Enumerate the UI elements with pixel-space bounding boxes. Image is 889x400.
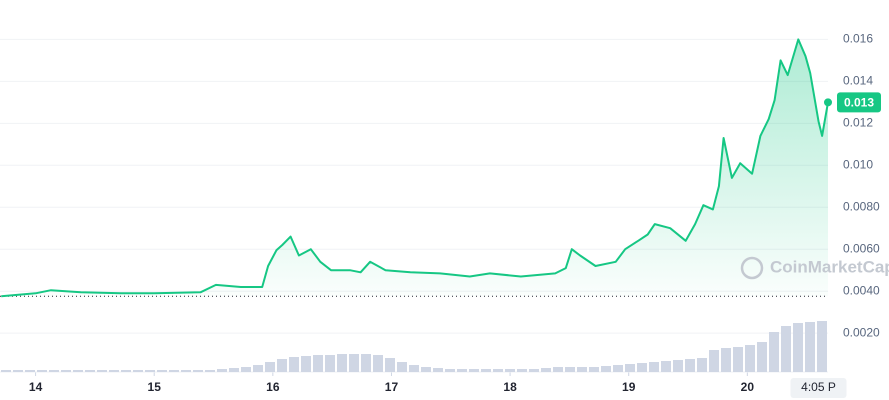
volume-bar: [613, 365, 623, 372]
volume-bar: [625, 364, 635, 372]
volume-bar: [577, 367, 587, 372]
volume-bar: [769, 332, 779, 372]
volume-bar: [169, 370, 179, 372]
volume-bar: [205, 370, 215, 372]
x-tick-label: 14: [29, 380, 43, 394]
x-tick-label: 15: [148, 380, 162, 394]
volume-bar: [805, 322, 815, 372]
volume-bar: [349, 354, 359, 372]
volume-bar: [433, 368, 443, 372]
volume-bar: [661, 361, 671, 372]
volume-bar: [445, 369, 455, 372]
volume-bar: [673, 360, 683, 372]
watermark: CoinMarketCap: [770, 257, 889, 276]
volume-bar: [301, 356, 311, 372]
volume-bar: [373, 355, 383, 372]
volume-bar: [421, 367, 431, 372]
price-badge: [837, 92, 881, 113]
volume-bar: [109, 370, 119, 372]
volume-bar: [505, 369, 515, 372]
volume-bar: [457, 369, 467, 372]
volume-bar: [25, 370, 35, 372]
volume-bar: [781, 326, 791, 372]
volume-bar: [685, 359, 695, 372]
volume-bar: [385, 358, 395, 372]
volume-bar: [217, 369, 227, 372]
volume-bar: [361, 354, 371, 372]
y-tick-label: 0.0080: [843, 199, 880, 213]
volume-bar: [589, 367, 599, 372]
volume-bar: [49, 370, 59, 372]
watermark-logo: [740, 256, 764, 280]
y-tick-label: 0.016: [843, 32, 873, 46]
volume-bar: [481, 369, 491, 372]
volume-bar: [241, 367, 251, 372]
x-tick-label: 16: [266, 380, 280, 394]
volume-bar: [529, 369, 539, 372]
y-tick-label: 0.014: [843, 74, 873, 88]
volume-bar: [133, 370, 143, 372]
volume-bar: [313, 355, 323, 372]
price-area: [1, 39, 829, 297]
volume-bar: [1, 370, 11, 372]
volume-bar: [121, 370, 131, 372]
volume-bar: [409, 365, 419, 372]
volume-bar: [733, 347, 743, 372]
volume-bar: [793, 323, 803, 372]
volume-bar: [337, 354, 347, 372]
x-tick-label: 20: [741, 380, 755, 394]
volume-bar: [253, 365, 263, 372]
volume-bar: [397, 362, 407, 372]
y-tick-label: 0.012: [843, 115, 873, 129]
price-badge-label: 0.013: [844, 96, 874, 110]
volume-bar: [229, 368, 239, 372]
volume-bar: [757, 342, 767, 372]
volume-bar: [157, 370, 167, 372]
volume-bar: [145, 370, 155, 372]
y-tick-label: 0.0020: [843, 325, 880, 339]
volume-bar: [649, 362, 659, 372]
volume-bar: [325, 355, 335, 372]
volume-bar: [193, 370, 203, 372]
x-tick-label: 19: [622, 380, 636, 394]
volume-bar: [97, 370, 107, 372]
y-tick-label: 0.010: [843, 157, 873, 171]
x-tick-label: 17: [385, 380, 399, 394]
price-line: [1, 38, 829, 298]
y-tick-label: 0.0060: [843, 241, 880, 255]
volume-bar: [277, 359, 287, 372]
volume-bar: [469, 369, 479, 372]
volume-bar: [289, 357, 299, 372]
volume-bar: [73, 370, 83, 372]
current-dot: [824, 98, 832, 107]
x-tick-label: 4:05 P: [801, 380, 836, 394]
volume-bar: [697, 358, 707, 372]
volume-bar: [709, 350, 719, 372]
volume-bar: [13, 370, 23, 372]
volume-bar: [37, 370, 47, 372]
volume-bar: [517, 369, 527, 372]
volume-bar: [637, 363, 647, 372]
volume-bar: [553, 367, 563, 372]
volume-bar: [265, 362, 275, 372]
volume-bar: [181, 370, 191, 372]
volume-bar: [745, 345, 755, 372]
volume-bar: [601, 366, 611, 372]
volume-bar: [817, 321, 827, 372]
volume-bar: [565, 367, 575, 372]
time-tick-box: [790, 378, 847, 398]
volume-bar: [721, 348, 731, 372]
x-tick-label: 18: [503, 380, 517, 394]
y-tick-label: 0.0040: [843, 283, 880, 297]
volume-bar: [61, 370, 71, 372]
volume-bar: [493, 369, 503, 372]
volume-bar: [541, 368, 551, 372]
volume-bar: [85, 370, 95, 372]
